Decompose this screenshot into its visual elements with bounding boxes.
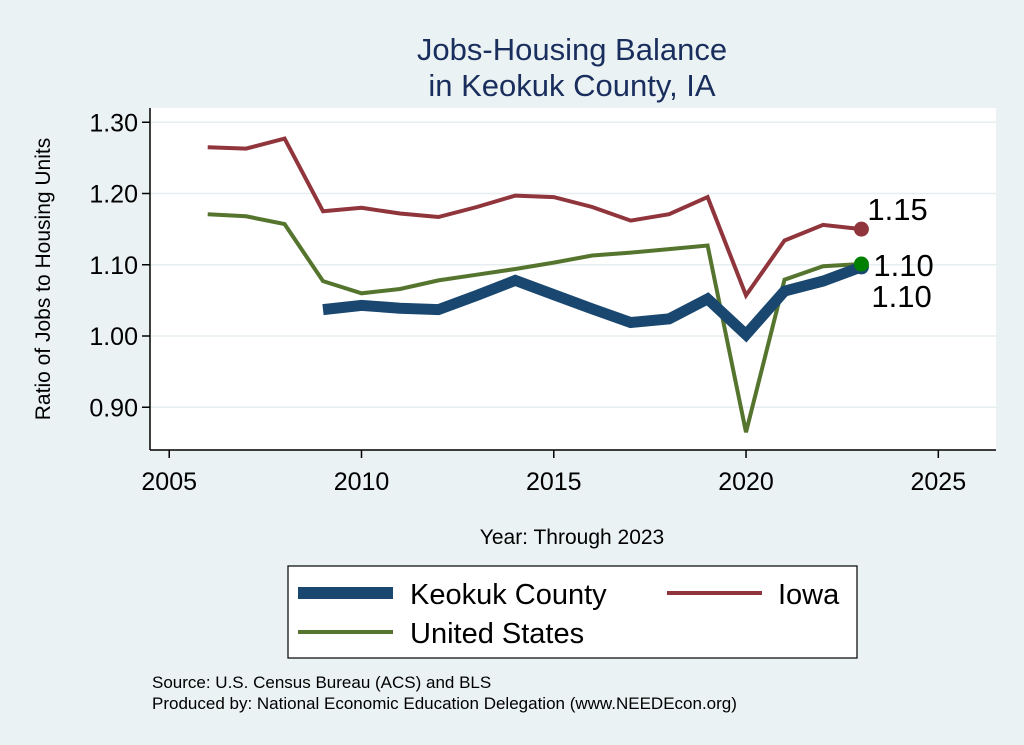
x-tick-label: 2010 bbox=[334, 468, 390, 496]
series-line-iowa bbox=[207, 136, 862, 300]
source-note: Source: U.S. Census Bureau (ACS) and BLS bbox=[152, 673, 491, 692]
end-markers: 1.10 1.15 1.10 bbox=[853, 192, 934, 314]
y-tick-label: 1.00 bbox=[89, 323, 138, 351]
plot-area bbox=[150, 108, 996, 450]
x-tick-label: 2005 bbox=[141, 468, 197, 496]
legend-label-keokuk: Keokuk County bbox=[410, 579, 607, 611]
x-axis-label: Year: Through 2023 bbox=[480, 526, 665, 549]
x-tick-label: 2020 bbox=[718, 468, 774, 496]
end-label-keokuk: 1.10 bbox=[871, 279, 931, 314]
series-line-united-states bbox=[207, 212, 862, 433]
x-tick-label: 2015 bbox=[526, 468, 582, 496]
end-label-iowa: 1.15 bbox=[867, 192, 927, 227]
y-tick-label: 1.20 bbox=[89, 181, 138, 209]
x-tick-label: 2025 bbox=[911, 468, 967, 496]
y-axis-ticks: 0.90 1.00 1.10 1.20 1.30 bbox=[89, 109, 150, 422]
y-tick-label: 1.10 bbox=[89, 252, 138, 280]
series-line-keokuk-county bbox=[322, 261, 864, 343]
y-tick-label: 1.30 bbox=[89, 109, 138, 137]
legend-label-iowa: Iowa bbox=[778, 579, 840, 611]
end-label-united-states: 1.10 bbox=[873, 248, 933, 283]
grid-lines bbox=[150, 121, 996, 408]
end-marker-iowa bbox=[853, 221, 869, 237]
chart-title-line-2: in Keokuk County, IA bbox=[428, 68, 716, 103]
producer-note: Produced by: National Economic Education… bbox=[152, 694, 737, 713]
y-tick-label: 0.90 bbox=[89, 394, 138, 422]
y-axis-label: Ratio of Jobs to Housing Units bbox=[32, 138, 55, 420]
x-axis-ticks: 2005 2010 2015 2020 2025 bbox=[141, 450, 966, 496]
end-marker-united-states bbox=[853, 256, 869, 272]
legend-box bbox=[287, 565, 858, 659]
chart-title-line-1: Jobs-Housing Balance bbox=[417, 32, 727, 67]
legend-label-us: United States bbox=[410, 618, 584, 650]
series-lines bbox=[207, 136, 864, 433]
